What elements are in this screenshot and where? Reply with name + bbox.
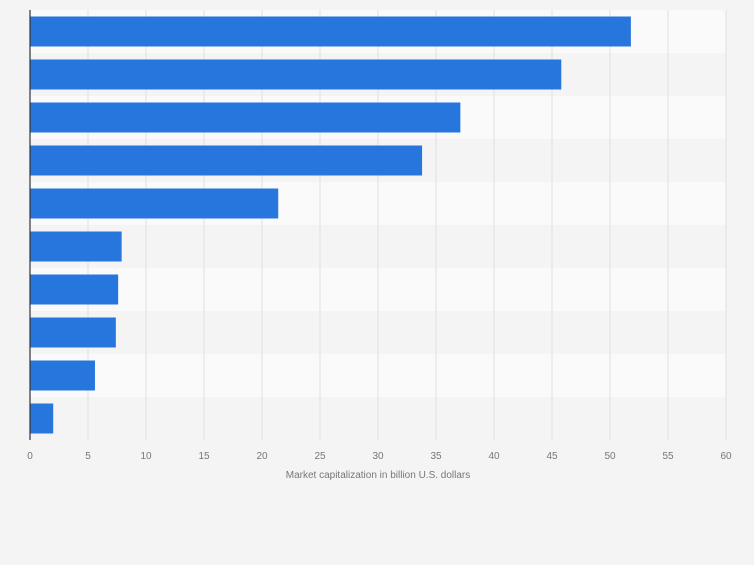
x-tick-label: 35	[430, 451, 442, 462]
bar[interactable]	[30, 317, 116, 348]
bar[interactable]	[30, 274, 119, 305]
x-tick-label: 25	[314, 451, 326, 462]
x-tick-label: 55	[662, 451, 674, 462]
bar[interactable]	[30, 102, 461, 133]
x-tick-label: 30	[372, 451, 384, 462]
x-tick-label: 45	[546, 451, 558, 462]
x-axis-ticks: 0 5 10 15 20 25 30 35 40 45 50 55 60	[27, 451, 732, 462]
x-axis-label: Market capitalization in billion U.S. do…	[286, 470, 471, 481]
x-tick-label: 60	[720, 451, 732, 462]
x-tick-label: 10	[140, 451, 152, 462]
bar[interactable]	[30, 360, 95, 391]
bar[interactable]	[30, 59, 562, 90]
x-tick-label: 15	[198, 451, 210, 462]
bar[interactable]	[30, 16, 631, 47]
bars	[30, 16, 631, 434]
x-tick-label: 0	[27, 451, 33, 462]
x-tick-label: 5	[85, 451, 91, 462]
bar[interactable]	[30, 145, 423, 176]
x-tick-label: 40	[488, 451, 500, 462]
x-tick-label: 50	[604, 451, 616, 462]
bar[interactable]	[30, 231, 122, 262]
bar[interactable]	[30, 188, 279, 219]
bar[interactable]	[30, 403, 54, 434]
x-tick-label: 20	[256, 451, 268, 462]
